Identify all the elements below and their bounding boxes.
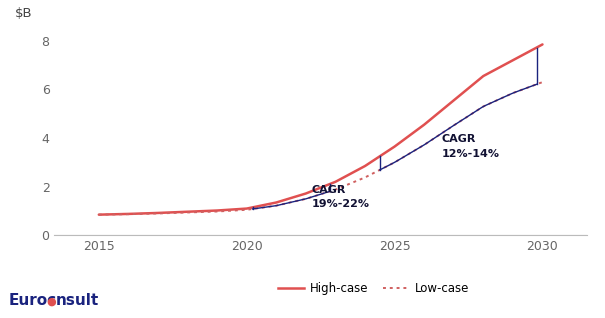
Text: Euroc: Euroc — [9, 294, 57, 308]
Text: $B: $B — [15, 7, 32, 20]
Text: CAGR: CAGR — [442, 135, 476, 144]
Text: ●: ● — [47, 297, 56, 307]
Text: nsult: nsult — [56, 294, 99, 308]
Text: 19%-22%: 19%-22% — [312, 199, 370, 209]
Text: CAGR: CAGR — [312, 185, 346, 195]
Text: 12%-14%: 12%-14% — [442, 149, 500, 158]
Legend: High-case, Low-case: High-case, Low-case — [274, 277, 474, 300]
